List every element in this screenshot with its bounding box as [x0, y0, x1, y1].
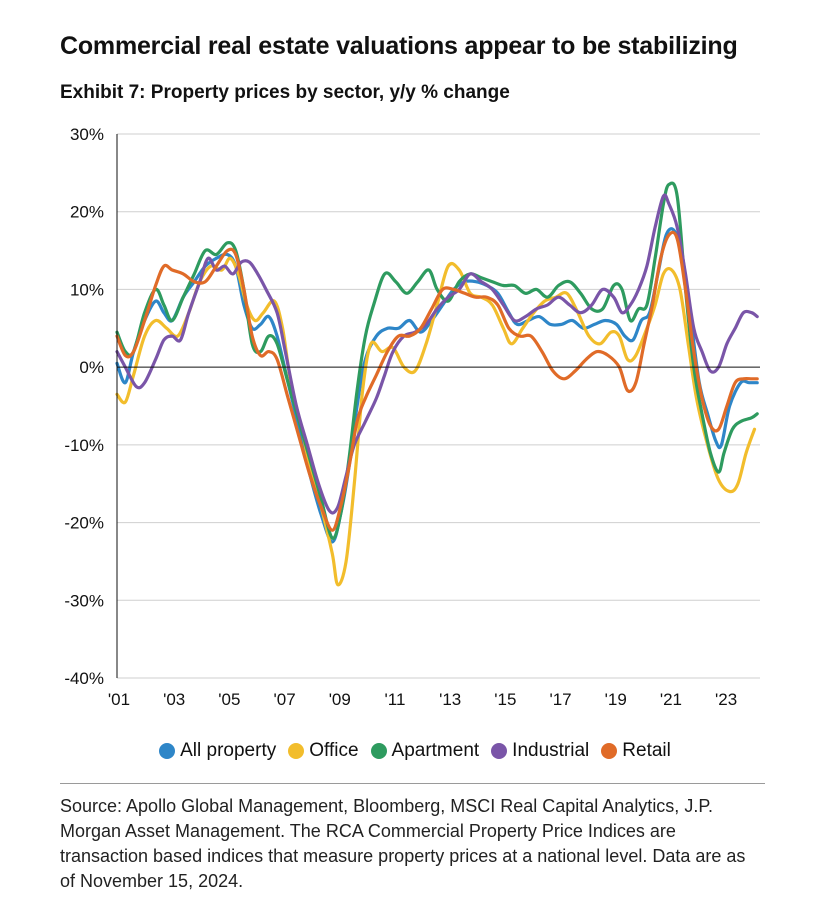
legend-swatch	[491, 743, 508, 759]
legend-item-apartment: Apartment	[370, 740, 480, 762]
legend-item-office: Office	[288, 740, 359, 762]
x-tick-label: '05	[218, 690, 240, 709]
x-tick-label: '21	[660, 690, 682, 709]
legend-item-industrial: Industrial	[491, 740, 589, 762]
chart-title: Commercial real estate valuations appear…	[60, 32, 738, 60]
y-axis-tick-labels: 30% 20% 10% 0% -10% -20% -30% -40%	[64, 125, 104, 688]
legend-label: Office	[309, 740, 359, 761]
legend-label: Industrial	[512, 740, 590, 761]
x-tick-label: '03	[163, 690, 185, 709]
series-line-all-property	[115, 227, 759, 544]
x-axis-tick-labels: '01 '03 '05 '07 '09 '11 '13 '15 '17 '19 '21 '23	[108, 690, 737, 709]
divider	[60, 783, 765, 784]
x-tick-label: '19	[605, 690, 627, 709]
y-tick-label: 30%	[70, 125, 104, 144]
legend-swatch	[288, 743, 305, 759]
legend-item-retail: Retail	[601, 740, 671, 762]
chart-subtitle: Exhibit 7: Property prices by sector, y/…	[60, 82, 510, 103]
x-tick-label: '13	[439, 690, 461, 709]
legend-label: All property	[180, 740, 277, 761]
y-tick-label: -20%	[64, 514, 104, 533]
series-lines	[115, 181, 759, 587]
series-line-industrial	[115, 193, 759, 515]
legend-swatch	[601, 743, 618, 759]
series-line-apartment	[115, 181, 759, 540]
y-tick-label: 0%	[79, 358, 104, 377]
legend: All property Office Apartment Industrial Ret…	[0, 740, 830, 762]
y-tick-label: -40%	[64, 669, 104, 688]
legend-swatch	[370, 743, 387, 759]
chart-svg: 30% 20% 10% 0% -10% -20% -30% -40% '01 '03 '05 '07…	[64, 125, 760, 709]
y-tick-label: -30%	[64, 591, 104, 610]
x-tick-label: '23	[715, 690, 737, 709]
x-tick-label: '01	[108, 690, 130, 709]
y-tick-label: 20%	[70, 203, 104, 222]
x-tick-label: '17	[549, 690, 571, 709]
series-line-office	[115, 256, 757, 587]
gridlines	[117, 133, 760, 679]
legend-swatch	[159, 743, 176, 759]
x-tick-label: '11	[385, 690, 406, 709]
y-tick-label: 10%	[70, 280, 104, 299]
legend-item-all-property: All property	[159, 740, 276, 762]
x-tick-label: '09	[329, 690, 351, 709]
x-tick-label: '15	[494, 690, 516, 709]
source-note: Source: Apollo Global Management, Bloomb…	[60, 796, 746, 891]
x-tick-label: '07	[274, 690, 296, 709]
legend-label: Retail	[622, 740, 671, 761]
series-line-retail	[115, 230, 759, 532]
y-tick-label: -10%	[64, 436, 104, 455]
legend-label: Apartment	[391, 740, 480, 761]
